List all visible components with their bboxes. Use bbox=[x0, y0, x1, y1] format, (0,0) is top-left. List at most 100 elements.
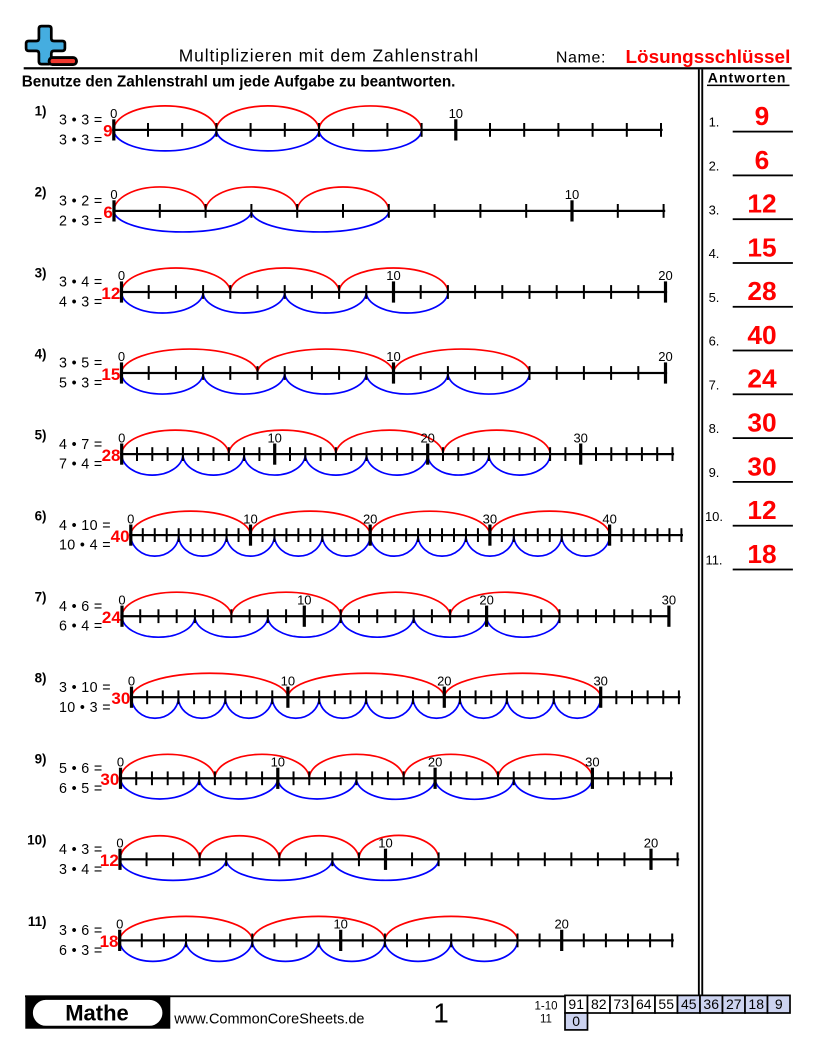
svg-text:10: 10 bbox=[565, 187, 579, 202]
svg-text:20: 20 bbox=[658, 268, 672, 283]
svg-text:24: 24 bbox=[747, 364, 777, 394]
svg-text:82: 82 bbox=[591, 996, 607, 1012]
svg-text:9): 9) bbox=[35, 752, 47, 767]
svg-text:20: 20 bbox=[644, 836, 658, 851]
svg-text:7): 7) bbox=[35, 590, 47, 605]
svg-text:30: 30 bbox=[747, 451, 776, 481]
svg-text:6: 6 bbox=[755, 145, 770, 175]
svg-text:12: 12 bbox=[101, 284, 120, 303]
svg-text:20: 20 bbox=[428, 755, 442, 770]
svg-text:3.: 3. bbox=[709, 202, 720, 217]
svg-text:3 • 6 =: 3 • 6 = bbox=[59, 923, 103, 939]
svg-text:Antworten: Antworten bbox=[708, 69, 787, 85]
svg-text:4 • 7 =: 4 • 7 = bbox=[59, 437, 103, 453]
svg-text:3 • 10 =: 3 • 10 = bbox=[59, 680, 111, 696]
svg-text:30: 30 bbox=[483, 511, 497, 526]
svg-text:9: 9 bbox=[755, 101, 770, 131]
svg-text:0: 0 bbox=[110, 106, 117, 121]
svg-text:3 • 3 =: 3 • 3 = bbox=[59, 132, 103, 148]
svg-text:18: 18 bbox=[747, 539, 776, 569]
svg-text:Mathe: Mathe bbox=[65, 1001, 129, 1026]
svg-text:0: 0 bbox=[127, 511, 134, 526]
svg-text:18: 18 bbox=[100, 932, 119, 951]
svg-text:6 • 3 =: 6 • 3 = bbox=[59, 943, 103, 959]
svg-text:0: 0 bbox=[117, 755, 124, 770]
svg-text:12: 12 bbox=[747, 495, 776, 525]
svg-text:2 • 3 =: 2 • 3 = bbox=[59, 213, 103, 229]
svg-text:2): 2) bbox=[35, 184, 47, 199]
svg-text:24: 24 bbox=[102, 608, 121, 627]
svg-text:40: 40 bbox=[111, 527, 130, 546]
svg-text:15: 15 bbox=[747, 232, 776, 262]
svg-text:0: 0 bbox=[116, 917, 123, 932]
svg-text:4 • 3 =: 4 • 3 = bbox=[59, 295, 103, 311]
svg-text:30: 30 bbox=[111, 689, 130, 708]
svg-text:3 • 2 =: 3 • 2 = bbox=[59, 194, 103, 210]
svg-text:0: 0 bbox=[110, 187, 117, 202]
svg-text:0: 0 bbox=[128, 674, 135, 689]
svg-text:0: 0 bbox=[116, 836, 123, 851]
svg-text:Lösungsschlüssel: Lösungsschlüssel bbox=[626, 47, 791, 68]
svg-text:5.: 5. bbox=[709, 290, 720, 305]
svg-text:45: 45 bbox=[681, 996, 697, 1012]
svg-text:0: 0 bbox=[118, 268, 125, 283]
svg-text:28: 28 bbox=[102, 446, 121, 465]
svg-text:18: 18 bbox=[748, 996, 764, 1012]
svg-text:0: 0 bbox=[118, 430, 125, 445]
svg-text:5): 5) bbox=[35, 428, 47, 443]
svg-text:1): 1) bbox=[35, 103, 47, 118]
svg-text:6): 6) bbox=[35, 509, 47, 524]
svg-text:11): 11) bbox=[28, 914, 47, 929]
svg-text:91: 91 bbox=[568, 996, 584, 1012]
svg-text:20: 20 bbox=[437, 674, 451, 689]
svg-text:40: 40 bbox=[747, 320, 776, 350]
svg-text:2.: 2. bbox=[709, 159, 720, 174]
svg-text:4 • 3 =: 4 • 3 = bbox=[59, 842, 103, 858]
svg-text:30: 30 bbox=[573, 430, 587, 445]
svg-text:30: 30 bbox=[593, 674, 607, 689]
svg-text:10: 10 bbox=[271, 755, 285, 770]
svg-text:30: 30 bbox=[100, 770, 119, 789]
svg-text:10: 10 bbox=[297, 592, 311, 607]
svg-text:1: 1 bbox=[433, 997, 449, 1028]
svg-text:3 • 5 =: 3 • 5 = bbox=[59, 356, 103, 372]
svg-text:15: 15 bbox=[101, 365, 120, 384]
svg-text:4 • 10 =: 4 • 10 = bbox=[59, 518, 111, 534]
svg-text:6: 6 bbox=[103, 203, 112, 222]
svg-text:28: 28 bbox=[747, 276, 776, 306]
svg-text:10): 10) bbox=[27, 833, 46, 848]
svg-text:1.: 1. bbox=[709, 115, 720, 130]
svg-text:8.: 8. bbox=[709, 421, 720, 436]
svg-text:20: 20 bbox=[479, 592, 493, 607]
svg-text:36: 36 bbox=[703, 996, 719, 1012]
svg-text:6 • 5 =: 6 • 5 = bbox=[59, 781, 103, 797]
svg-text:12: 12 bbox=[100, 851, 119, 870]
svg-text:3 • 4 =: 3 • 4 = bbox=[59, 275, 103, 291]
svg-text:9: 9 bbox=[775, 996, 783, 1012]
svg-text:6.: 6. bbox=[709, 334, 720, 349]
svg-text:10: 10 bbox=[333, 917, 347, 932]
svg-text:10 • 4 =: 10 • 4 = bbox=[59, 538, 111, 554]
svg-text:20: 20 bbox=[363, 511, 377, 526]
svg-text:3 • 3 =: 3 • 3 = bbox=[59, 113, 103, 129]
svg-text:www.CommonCoreSheets.de: www.CommonCoreSheets.de bbox=[173, 1012, 364, 1028]
svg-text:7.: 7. bbox=[709, 377, 720, 392]
svg-text:10: 10 bbox=[267, 430, 281, 445]
svg-text:11: 11 bbox=[540, 1013, 552, 1025]
svg-text:Multiplizieren mit dem Zahlens: Multiplizieren mit dem Zahlenstrahl bbox=[179, 46, 479, 66]
svg-text:10: 10 bbox=[386, 349, 400, 364]
svg-text:30: 30 bbox=[747, 408, 776, 438]
svg-text:12: 12 bbox=[747, 189, 776, 219]
svg-text:6 • 4 =: 6 • 4 = bbox=[59, 619, 103, 635]
svg-text:5 • 6 =: 5 • 6 = bbox=[59, 761, 103, 777]
svg-text:4.: 4. bbox=[709, 246, 720, 261]
svg-text:27: 27 bbox=[726, 996, 742, 1012]
svg-text:0: 0 bbox=[572, 1013, 580, 1029]
svg-text:20: 20 bbox=[658, 349, 672, 364]
svg-text:55: 55 bbox=[658, 996, 674, 1012]
svg-text:Name:: Name: bbox=[556, 49, 606, 66]
svg-text:73: 73 bbox=[613, 996, 629, 1012]
svg-text:10: 10 bbox=[243, 511, 257, 526]
svg-text:11.: 11. bbox=[705, 553, 722, 568]
svg-text:Benutze den Zahlenstrahl um je: Benutze den Zahlenstrahl um jede Aufgabe… bbox=[22, 74, 456, 91]
